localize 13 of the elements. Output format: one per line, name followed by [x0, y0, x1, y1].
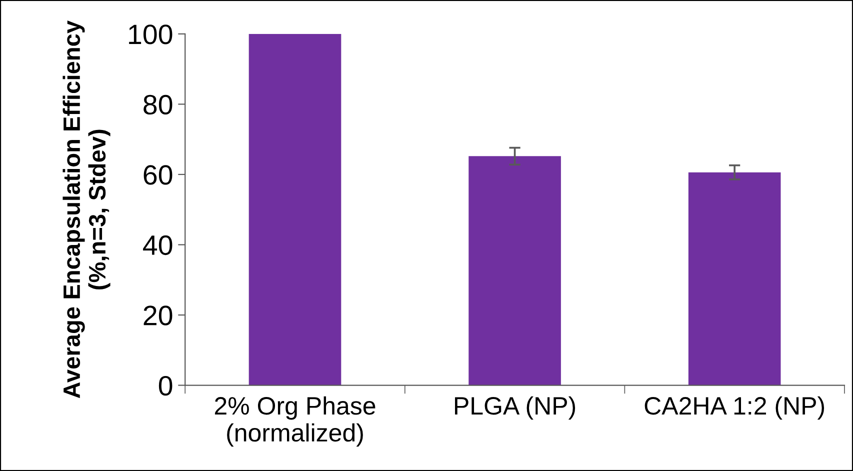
y-axis-title: Average Encapsulation Efficiency (%,n=3, Stdev) — [62, 20, 110, 398]
bar — [248, 34, 342, 386]
x-tick-label: PLGA (NP) — [455, 396, 576, 420]
y-tick-label: 60 — [144, 165, 172, 185]
y-tick-label: 40 — [143, 235, 172, 256]
y-tick-label: 100 — [129, 24, 172, 44]
x-tick-label: 2% Org Phase (normalized) — [214, 396, 376, 447]
y-tick-label: 20 — [144, 306, 172, 326]
y-tick-label: 80 — [144, 94, 172, 115]
y-tick-label: 0 — [158, 376, 172, 396]
bar — [468, 156, 561, 386]
bar — [688, 172, 781, 386]
x-tick-label: CA2HA 1:2 (NP) — [644, 396, 824, 420]
